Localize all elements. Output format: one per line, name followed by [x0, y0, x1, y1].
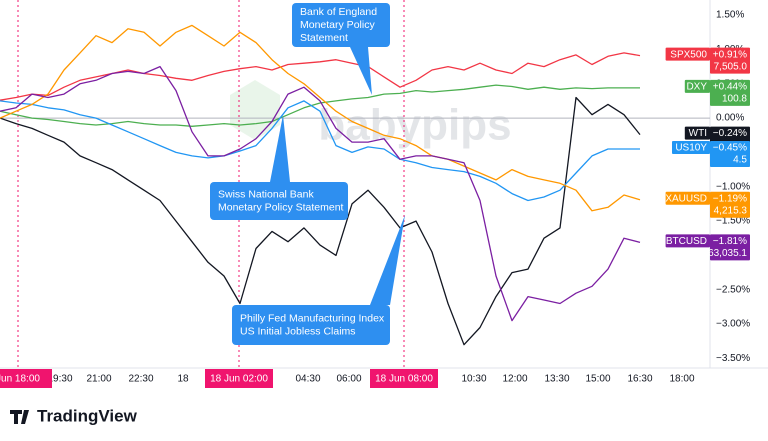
y-tick-label: 1.50% [716, 10, 744, 21]
x-tick-label: 10:30 [461, 374, 486, 385]
x-tick-label: 06:00 [336, 374, 361, 385]
series-line [0, 52, 641, 101]
callout-text: Monetary Policy Statement [218, 201, 344, 213]
legend-name-box [672, 140, 710, 154]
y-tick-label: 0.00% [716, 113, 744, 124]
legend-name-box [665, 234, 710, 248]
event-label: 18 Jun 08:00 [375, 374, 433, 385]
event-label: 18 Jun 02:00 [210, 374, 268, 385]
callout-box [232, 305, 390, 345]
callout-text: Swiss National Bank [218, 188, 314, 200]
event-label-box [370, 369, 438, 388]
last-value-box [710, 191, 750, 218]
callout-pointer [350, 47, 372, 95]
callout-text: Bank of England [300, 6, 377, 18]
event-label-box [0, 369, 52, 388]
last-value-box [710, 140, 750, 167]
x-axis: 19:30 21:00 22:30 18 04:30 06:00 10:30 12:00 13:… [0, 369, 695, 388]
series-line [0, 84, 640, 127]
logo [10, 410, 29, 424]
callout-text: Monetary Policy [300, 19, 375, 31]
last-price: 63,035.1 [708, 248, 747, 259]
change-label: +0.91% [713, 49, 747, 60]
legend-name-box [665, 47, 710, 61]
last-value-box [710, 47, 750, 74]
legend-name: US10Y [675, 143, 707, 154]
change-label: −0.45% [713, 143, 747, 154]
callout-text: US Initial Jobless Claims [240, 325, 356, 337]
last-value-box [710, 79, 750, 106]
plot-area: babypips [0, 0, 710, 368]
x-tick-label: 15:00 [585, 374, 610, 385]
legend-name-box [684, 79, 710, 93]
last-value-box [710, 234, 750, 261]
event-label: Jun 18:00 [0, 374, 40, 385]
change-label: −0.24% [713, 128, 747, 139]
x-tick-label: 12:00 [502, 374, 527, 385]
x-tick-label: 22:30 [128, 374, 153, 385]
legend-name: SPX500 [670, 49, 707, 60]
y-tick-label: −1.50% [716, 216, 750, 227]
callout-pointer [270, 115, 290, 182]
x-tick-label: 19:30 [47, 374, 72, 385]
callout-box [210, 182, 348, 220]
watermark: babypips [318, 101, 511, 150]
legend-name: XAUUSD [665, 193, 707, 204]
callout-pointer [370, 215, 405, 305]
x-tick-label: 13:30 [544, 374, 569, 385]
last-price: 4.5 [733, 155, 747, 166]
callout-text: Philly Fed Manufacturing Index [240, 312, 385, 324]
last-price: 4,215.3 [714, 205, 748, 216]
series-line [0, 96, 641, 346]
event-label-box [205, 369, 273, 388]
x-tick-label: 04:30 [295, 374, 320, 385]
y-tick-label: −2.50% [716, 284, 750, 295]
series-labels: SPX500 +0.91%7,505.0 DXY +0.44%100.8 WTI −0.2… [665, 47, 750, 261]
x-tick-label: 21:00 [86, 374, 111, 385]
last-price: 7,505.0 [714, 61, 748, 72]
legend-name-box [684, 126, 710, 140]
last-price: 100.8 [722, 94, 747, 105]
y-tick-label: −1.00% [716, 181, 750, 192]
legend-name-box [665, 191, 710, 205]
footer-brand: TradingView [37, 406, 138, 425]
legend-name: BTCUSD [666, 236, 707, 247]
change-label: −1.81% [713, 236, 747, 247]
callout-box [292, 3, 390, 47]
series-line [0, 24, 641, 212]
x-tick-label: 18:00 [669, 374, 694, 385]
series-line [0, 65, 641, 322]
callout-text: Statement [300, 32, 348, 44]
y-tick-label: −3.50% [716, 353, 750, 364]
x-tick-label: 16:30 [627, 374, 652, 385]
change-label: +0.44% [713, 82, 747, 93]
y-tick-label: −3.00% [716, 319, 750, 330]
change-label: −1.19% [713, 193, 747, 204]
series-line [0, 100, 640, 202]
legend-name: WTI [689, 128, 707, 139]
x-tick-label: 18 [177, 374, 189, 385]
legend-name: DXY [686, 82, 707, 93]
